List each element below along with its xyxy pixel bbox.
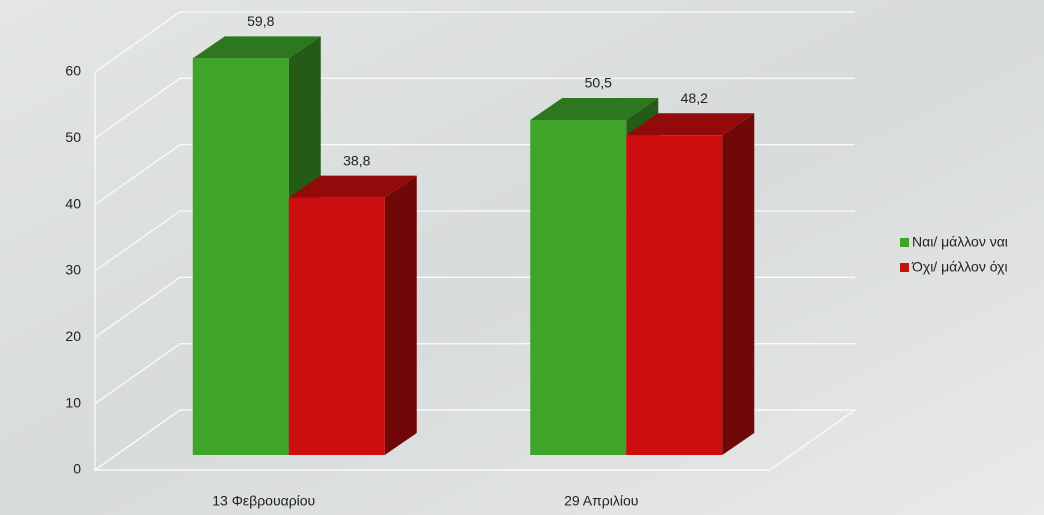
bar-side [384, 175, 417, 456]
value-label: 50,5 [585, 75, 612, 91]
bar-front [192, 58, 289, 456]
y-tick-label: 30 [65, 262, 81, 278]
y-tick-label: 10 [65, 394, 81, 410]
bar-top [192, 36, 321, 59]
legend-label: Όχι/ μάλλον όχι [911, 259, 1008, 275]
y-tick-label: 20 [65, 328, 81, 344]
y-tick-label: 0 [73, 461, 81, 477]
legend-label: Ναι/ μάλλον ναι [912, 234, 1008, 250]
legend-swatch [900, 238, 909, 247]
x-tick-label: 13 Φεβρουαρίου [212, 493, 315, 509]
y-tick-label: 60 [65, 63, 81, 79]
value-label: 48,2 [681, 90, 708, 106]
grid-line [94, 11, 855, 73]
bar-side [722, 113, 755, 456]
bar-front [288, 197, 385, 456]
bar-top [288, 175, 417, 198]
bar [626, 113, 755, 456]
bar-front [626, 135, 723, 456]
x-tick-label: 29 Απριλίου [564, 493, 638, 509]
y-tick-label: 50 [65, 129, 81, 145]
y-tick-label: 40 [65, 195, 81, 211]
bar-top [626, 113, 755, 136]
value-label: 59,8 [247, 13, 274, 29]
bar [288, 175, 417, 456]
bar-top [530, 98, 659, 121]
legend-swatch [900, 263, 909, 272]
bar-front [530, 120, 627, 456]
grid-line [94, 77, 855, 139]
value-label: 38,8 [343, 152, 370, 168]
